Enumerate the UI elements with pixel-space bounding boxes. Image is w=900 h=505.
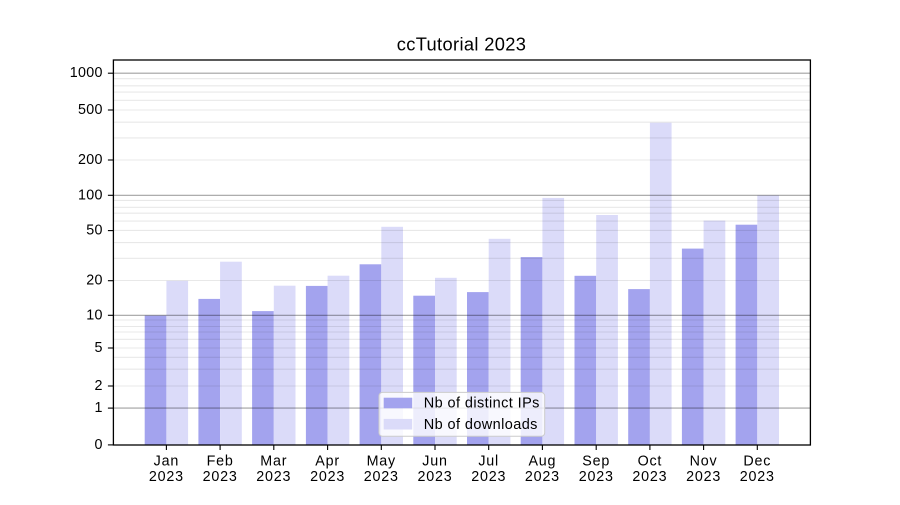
svg-text:Jul: Jul (478, 453, 499, 469)
svg-text:Nb of distinct IPs: Nb of distinct IPs (424, 396, 540, 412)
svg-text:20: 20 (86, 273, 103, 289)
svg-text:May: May (367, 453, 396, 469)
svg-text:ccTutorial 2023: ccTutorial 2023 (397, 34, 527, 55)
svg-text:200: 200 (78, 152, 103, 168)
svg-text:2023: 2023 (203, 469, 238, 485)
svg-text:2023: 2023 (310, 469, 345, 485)
svg-text:Nb of downloads: Nb of downloads (424, 417, 538, 433)
svg-text:2023: 2023 (686, 469, 721, 485)
svg-text:2023: 2023 (256, 469, 291, 485)
svg-text:2023: 2023 (149, 469, 184, 485)
svg-text:Jan: Jan (154, 453, 179, 469)
svg-text:1000: 1000 (70, 65, 103, 81)
svg-text:500: 500 (78, 102, 103, 118)
svg-text:2023: 2023 (471, 469, 506, 485)
svg-text:10: 10 (86, 307, 103, 323)
svg-text:Apr: Apr (315, 453, 340, 469)
svg-text:1: 1 (95, 400, 103, 416)
svg-text:Feb: Feb (207, 453, 234, 469)
svg-text:2023: 2023 (632, 469, 667, 485)
svg-text:50: 50 (86, 223, 103, 239)
svg-text:2023: 2023 (525, 469, 560, 485)
svg-text:Mar: Mar (260, 453, 287, 469)
svg-text:5: 5 (95, 340, 103, 356)
svg-text:Dec: Dec (743, 453, 771, 469)
svg-text:2023: 2023 (364, 469, 399, 485)
svg-text:Jun: Jun (422, 453, 447, 469)
svg-text:2: 2 (95, 378, 103, 394)
svg-text:0: 0 (95, 437, 103, 453)
svg-text:Oct: Oct (638, 453, 663, 469)
svg-text:Nov: Nov (690, 453, 718, 469)
svg-text:Sep: Sep (582, 453, 610, 469)
svg-text:2023: 2023 (417, 469, 452, 485)
svg-text:2023: 2023 (740, 469, 775, 485)
svg-text:2023: 2023 (579, 469, 614, 485)
svg-text:Aug: Aug (528, 453, 556, 469)
svg-text:100: 100 (78, 187, 103, 203)
